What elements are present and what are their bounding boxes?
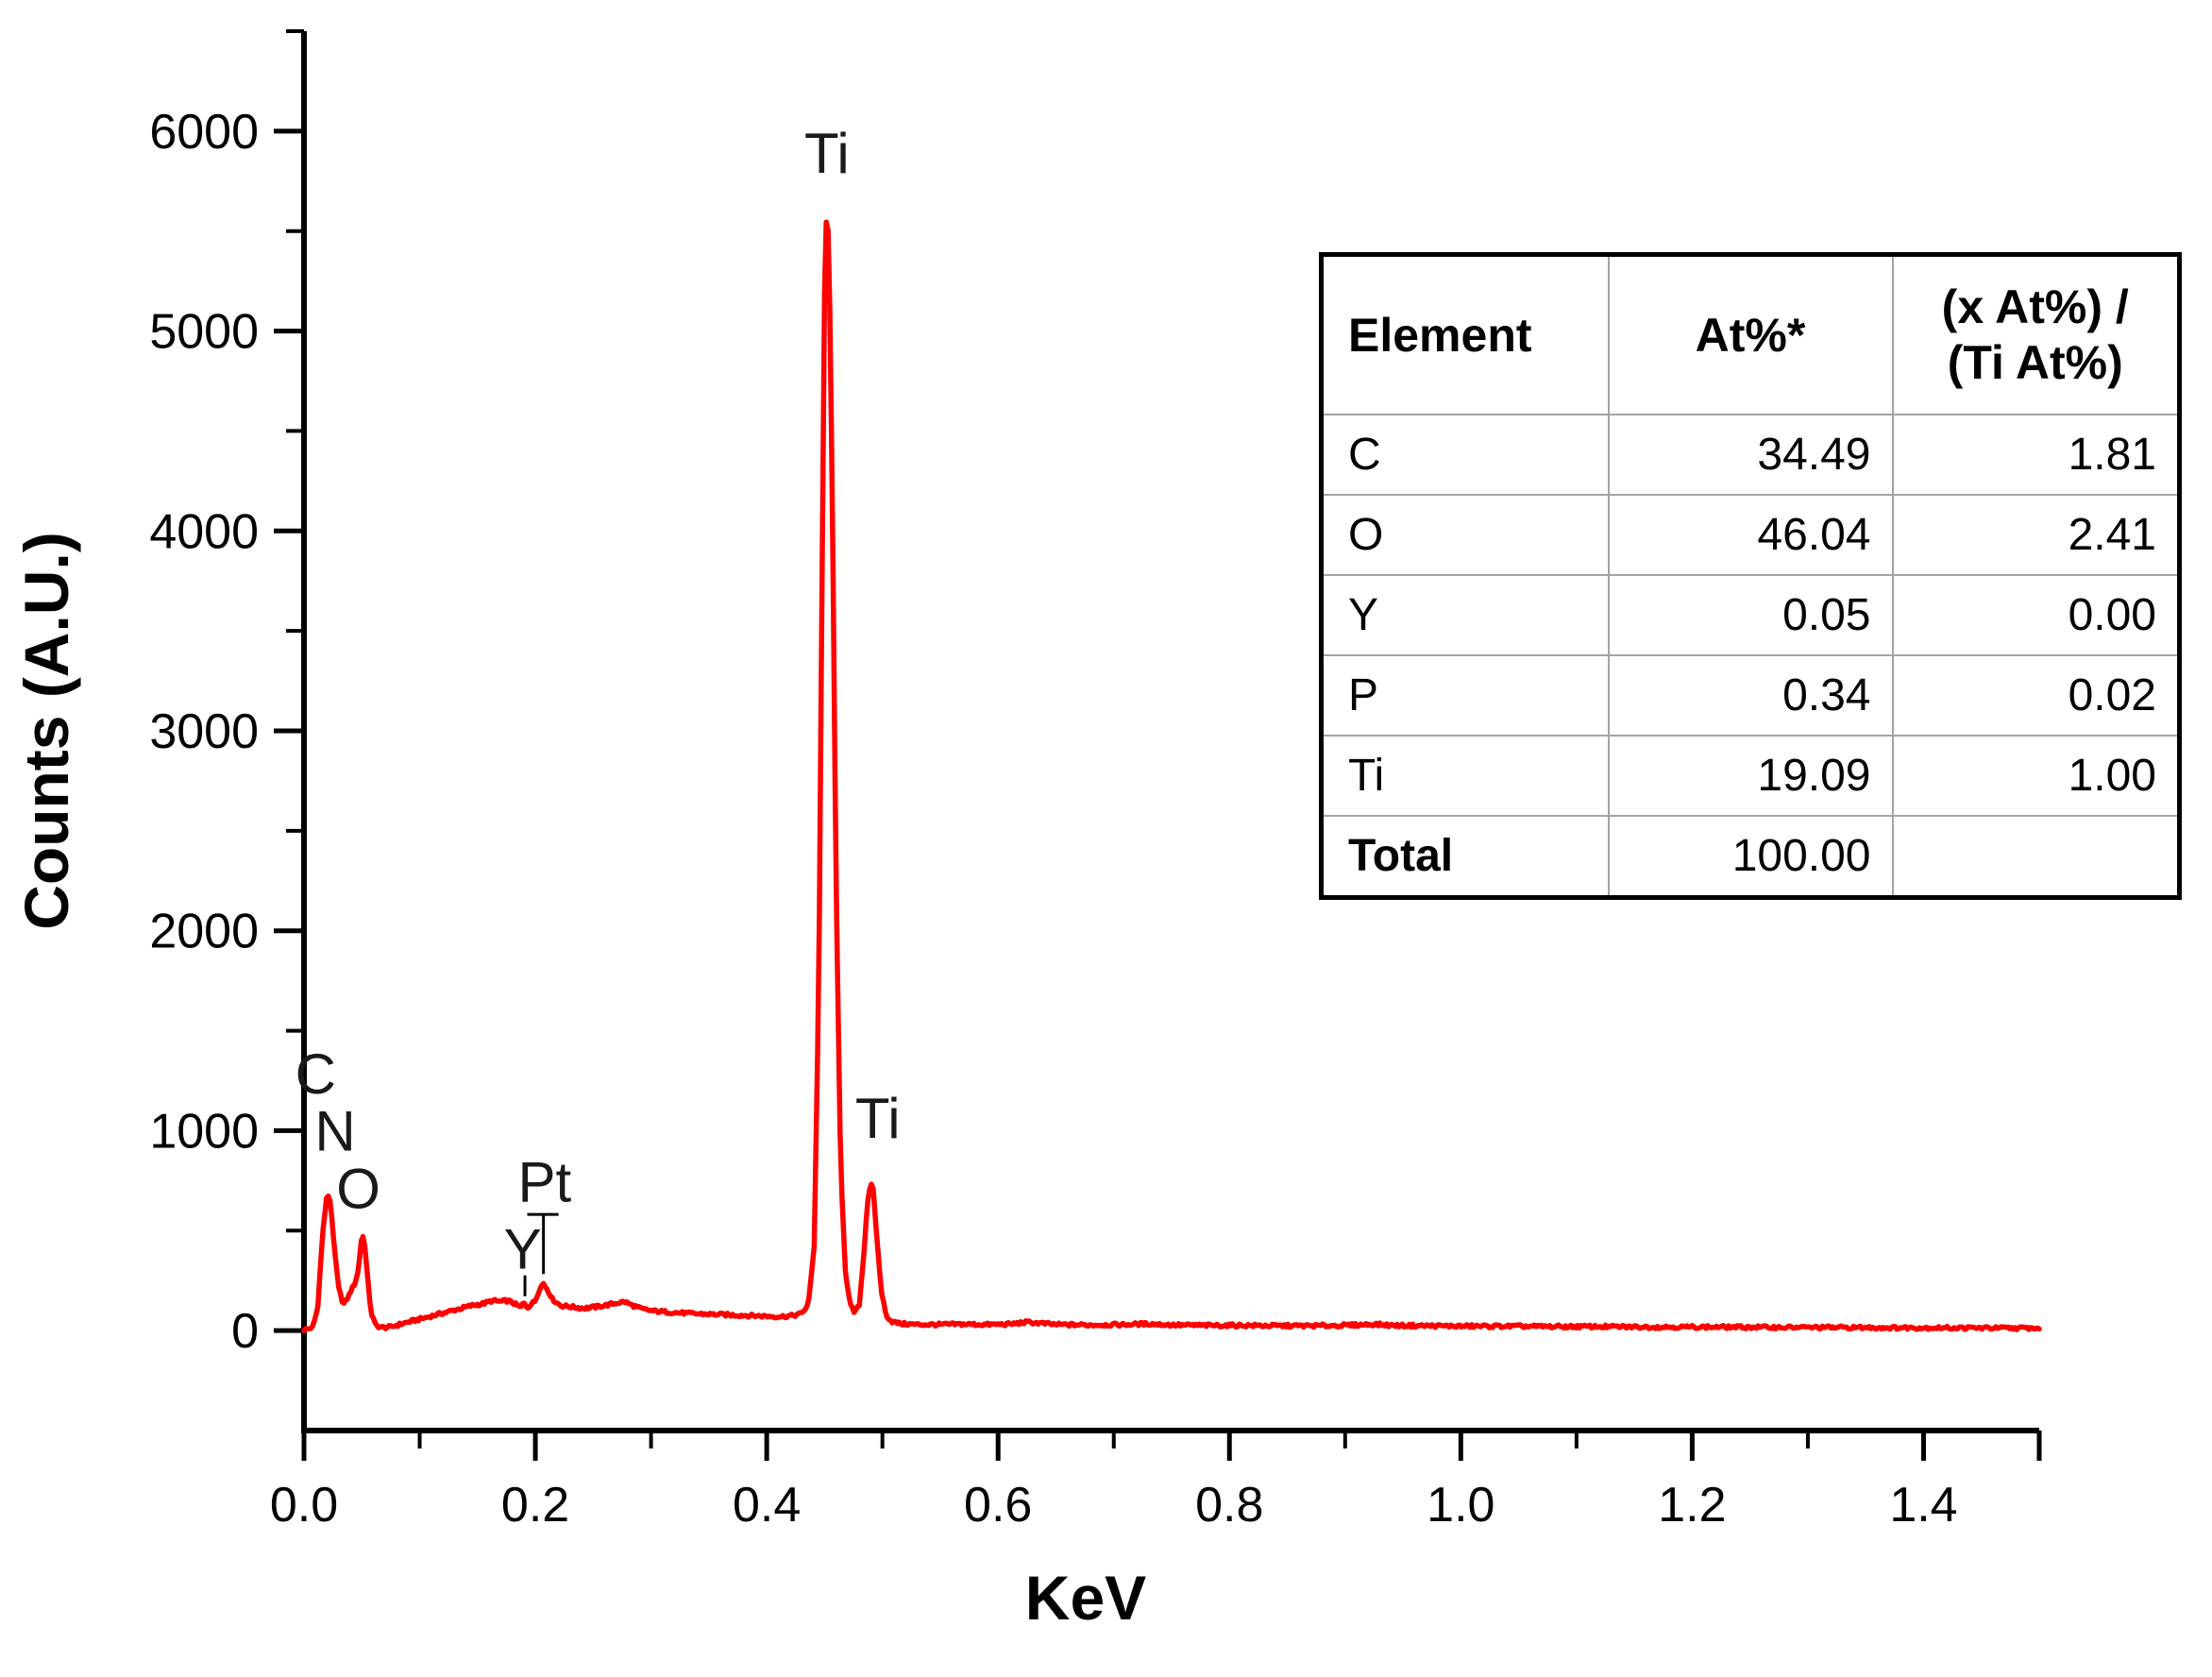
y-tick-label: 4000 bbox=[149, 504, 259, 559]
header-ratio: (x At%) / (Ti At%) bbox=[1891, 253, 2181, 415]
table-row: Ti 19.09 1.00 bbox=[1320, 735, 2181, 817]
table-row-total: Total 100.00 bbox=[1320, 815, 2181, 899]
header-at-pct: At%* bbox=[1607, 253, 1894, 415]
header-element: Element bbox=[1320, 253, 1610, 415]
peak-label-Ti: Ti bbox=[804, 122, 850, 185]
table-row: C 34.49 1.81 bbox=[1320, 414, 2181, 496]
cell-ratio bbox=[1891, 815, 2181, 899]
x-axis-title: KeV bbox=[1025, 1563, 1146, 1633]
x-tick-label: 0.6 bbox=[964, 1478, 1032, 1533]
cell-element: Ti bbox=[1320, 735, 1610, 817]
cell-at-pct: 46.04 bbox=[1607, 494, 1894, 576]
cell-ratio: 2.41 bbox=[1891, 494, 2181, 576]
x-tick-label: 0.4 bbox=[733, 1478, 801, 1533]
cell-ratio: 1.81 bbox=[1891, 414, 2181, 496]
y-tick-label: 0 bbox=[231, 1304, 259, 1359]
x-tick-label: 1.4 bbox=[1889, 1478, 1957, 1533]
x-tick-label: 0.8 bbox=[1195, 1478, 1263, 1533]
y-tick-label: 2000 bbox=[149, 905, 259, 959]
cell-ratio: 0.00 bbox=[1891, 574, 2181, 656]
cell-at-pct: 0.05 bbox=[1607, 574, 1894, 656]
peak-label-Pt: Pt bbox=[518, 1150, 572, 1213]
y-tick-label: 5000 bbox=[149, 305, 259, 360]
table-row: Y 0.05 0.00 bbox=[1320, 574, 2181, 656]
y-tick-label: 1000 bbox=[149, 1104, 259, 1159]
cell-at-pct: 0.34 bbox=[1607, 654, 1894, 737]
table-row: O 46.04 2.41 bbox=[1320, 494, 2181, 576]
x-tick-label: 1.0 bbox=[1427, 1478, 1494, 1533]
peak-label-O: O bbox=[336, 1157, 380, 1220]
table-header-row: Element At%* (x At%) / (Ti At%) bbox=[1320, 253, 2181, 415]
x-tick-label: 1.2 bbox=[1658, 1478, 1726, 1533]
peak-label-Ti: Ti bbox=[855, 1087, 901, 1150]
x-tick-label: 0.2 bbox=[501, 1478, 569, 1533]
cell-at-pct: 100.00 bbox=[1607, 815, 1894, 899]
peak-label-C: C bbox=[295, 1042, 336, 1106]
composition-table: Element At%* (x At%) / (Ti At%) C 34.49 … bbox=[1319, 252, 2182, 900]
peak-label-N: N bbox=[314, 1099, 355, 1162]
y-tick-label: 6000 bbox=[149, 105, 259, 160]
cell-element: P bbox=[1320, 654, 1610, 737]
y-tick-label: 3000 bbox=[149, 704, 259, 759]
cell-ratio: 0.02 bbox=[1891, 654, 2181, 737]
table-row: P 0.34 0.02 bbox=[1320, 654, 2181, 737]
cell-element: Y bbox=[1320, 574, 1610, 656]
peak-label-Y: Y bbox=[504, 1217, 542, 1280]
x-tick-label: 0.0 bbox=[270, 1478, 338, 1533]
cell-ratio: 1.00 bbox=[1891, 735, 2181, 817]
y-axis-title: Counts (A.U.) bbox=[11, 532, 81, 930]
cell-element: C bbox=[1320, 414, 1610, 496]
cell-at-pct: 19.09 bbox=[1607, 735, 1894, 817]
cell-at-pct: 34.49 bbox=[1607, 414, 1894, 496]
cell-element: Total bbox=[1320, 815, 1610, 899]
cell-element: O bbox=[1320, 494, 1610, 576]
spectrum-line bbox=[301, 219, 2042, 1333]
